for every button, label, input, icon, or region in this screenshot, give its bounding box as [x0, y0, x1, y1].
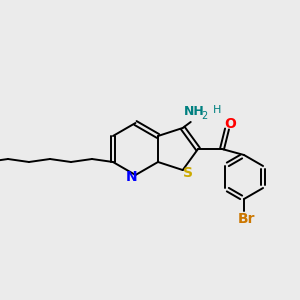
Text: O: O	[224, 117, 236, 131]
Text: S: S	[183, 166, 193, 180]
Text: Br: Br	[237, 212, 255, 226]
Text: H: H	[212, 105, 221, 115]
Text: 2: 2	[202, 111, 208, 121]
Text: NH: NH	[184, 106, 205, 118]
Text: N: N	[126, 170, 137, 184]
